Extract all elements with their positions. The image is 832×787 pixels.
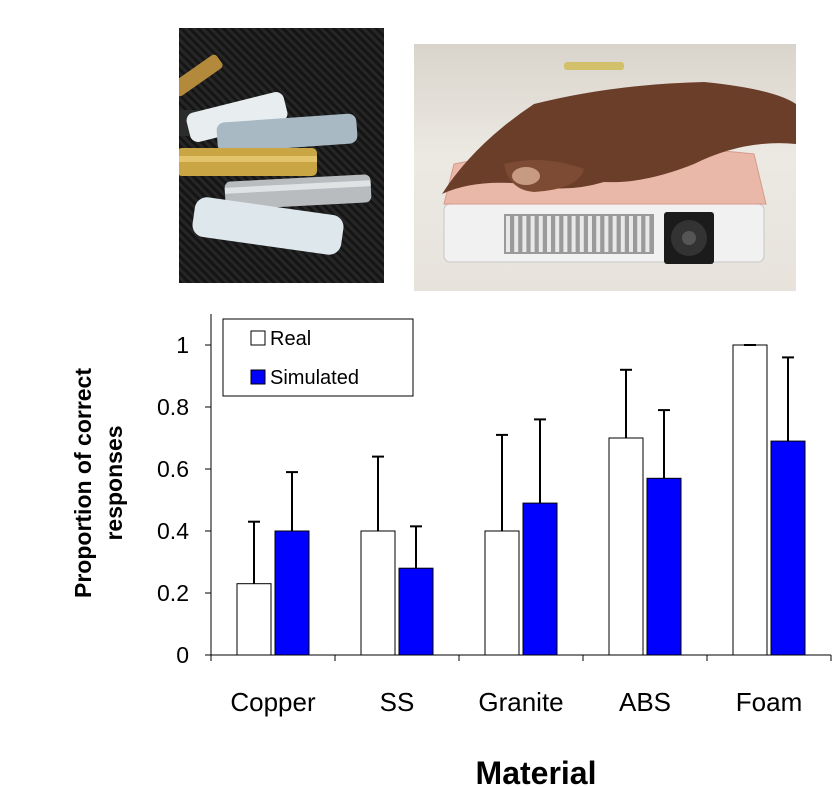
legend-label-simulated: Simulated	[270, 367, 359, 389]
heat-sink-fin	[588, 216, 592, 252]
bar-simulated-ss	[398, 567, 434, 656]
legend: Real Simulated	[222, 318, 414, 397]
heat-sink-fin	[555, 216, 560, 252]
bar-simulated-abs	[646, 477, 682, 656]
legend-swatch-simulated	[250, 369, 266, 385]
thermal-display-drawing	[442, 62, 796, 264]
heat-sink-fin	[538, 216, 543, 252]
heat-sink-fin	[522, 216, 527, 252]
x-axis-title: Material	[476, 755, 597, 787]
y-axis-title-line-1: Proportion of correct	[70, 368, 96, 598]
y-tick-label: 1	[176, 332, 189, 358]
heat-sink-fin	[571, 216, 576, 252]
bar-real-copper	[236, 583, 272, 656]
category-label-ss: SS	[380, 687, 415, 717]
thumbnail	[512, 167, 540, 185]
heat-sink-fin	[612, 216, 617, 252]
heat-sink-fin	[579, 216, 584, 252]
category-label-foam: Foam	[736, 687, 802, 717]
white-rod	[186, 92, 288, 142]
brass-highlight	[179, 156, 317, 162]
y-tick-label: 0.8	[157, 394, 189, 420]
bar-real-foam	[732, 344, 768, 656]
heat-sink	[504, 214, 654, 254]
heat-sink-fin	[506, 216, 510, 252]
category-label-granite: Granite	[478, 687, 563, 717]
y-tick-label: 0.2	[157, 580, 189, 606]
heat-sink-fin	[547, 216, 551, 252]
bar-simulated-granite	[522, 502, 558, 656]
bar-chart: 0 0.2 0.4 0.6 0.8 1 Copper SS Granite ABS Foam Pr…	[70, 314, 832, 787]
grey-plastic-rod	[216, 113, 358, 153]
cable	[564, 62, 624, 70]
bar-real-ss	[360, 530, 396, 656]
y-axis: 0 0.2 0.4 0.6 0.8 1	[157, 314, 212, 668]
y-tick-label: 0.4	[157, 518, 189, 544]
y-tick-label: 0	[176, 642, 189, 668]
heat-sink-fin	[645, 216, 650, 252]
category-label-abs: ABS	[619, 687, 671, 717]
heat-sink-fin	[637, 216, 642, 252]
heat-sink-fin	[620, 216, 625, 252]
brass-rod-top	[179, 54, 223, 97]
category-label-copper: Copper	[230, 687, 316, 717]
material-samples-drawing	[179, 54, 372, 255]
error-bars	[248, 344, 794, 584]
white-plastic-rod	[192, 197, 344, 255]
legend-label-real: Real	[270, 328, 311, 350]
bar-simulated-foam	[770, 440, 806, 656]
material-samples-photo	[179, 28, 384, 283]
bar-real-granite	[484, 530, 520, 656]
bar-real-abs	[608, 437, 644, 656]
x-axis	[210, 654, 832, 661]
bar-simulated-copper	[274, 530, 310, 656]
legend-swatch-real	[250, 330, 266, 346]
steel-highlight	[224, 180, 371, 194]
thermal-display-photo	[414, 44, 796, 291]
category-labels: Copper SS Granite ABS Foam	[230, 687, 802, 717]
heat-sink-fin	[563, 216, 568, 252]
bars	[236, 344, 806, 656]
fan-hub	[682, 231, 696, 245]
y-axis-title-line-2: responses	[101, 425, 127, 540]
heat-sink-fin	[530, 216, 535, 252]
heat-sink-fin	[604, 216, 609, 252]
heat-sink-fin	[514, 216, 519, 252]
y-axis-title: Proportion of correct responses	[70, 368, 127, 598]
heat-sink-fin	[629, 216, 633, 252]
heat-sink-fin	[596, 216, 601, 252]
y-tick-label: 0.6	[157, 456, 189, 482]
